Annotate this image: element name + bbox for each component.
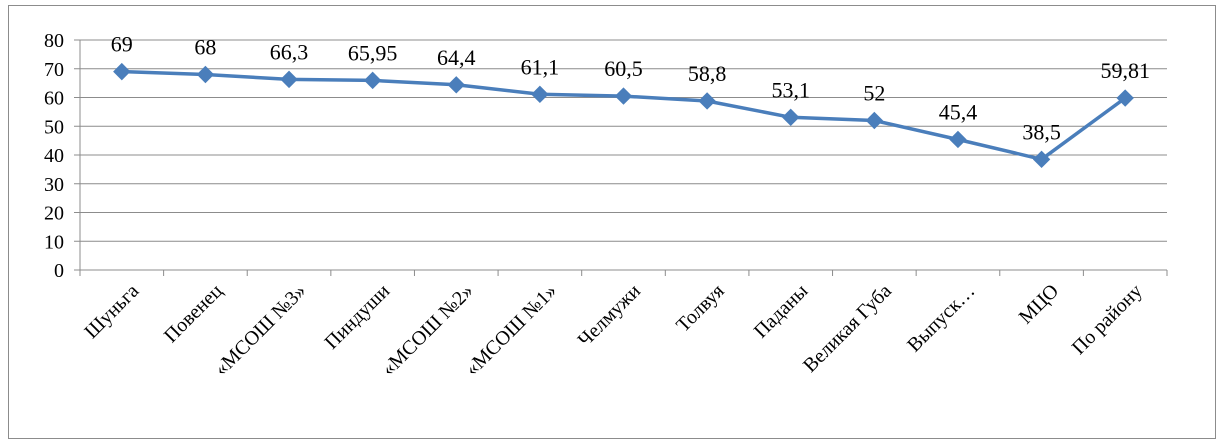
data-point-marker <box>865 111 884 130</box>
data-point-marker <box>1032 150 1051 169</box>
y-tick-label: 80 <box>44 30 64 52</box>
x-category-label: Повенец <box>160 280 227 347</box>
data-label: 66,3 <box>270 39 309 64</box>
x-category-label: Выпуск… <box>903 280 979 356</box>
data-point-marker <box>531 85 549 104</box>
x-category-label: Паданы <box>750 280 813 343</box>
y-tick-label: 10 <box>44 231 64 253</box>
data-point-marker <box>1116 89 1134 107</box>
data-label: 69 <box>111 32 133 57</box>
data-label: 45,4 <box>939 99 978 124</box>
y-tick-label: 60 <box>44 88 64 110</box>
data-label: 68 <box>194 35 216 60</box>
x-category-label: По району <box>1068 280 1147 359</box>
x-category-label: Пиндуши <box>321 280 395 354</box>
y-tick-label: 50 <box>44 116 64 138</box>
x-category-label: МЦО <box>1015 280 1063 328</box>
data-point-marker <box>196 65 215 84</box>
x-axis-categories: Шуньга Повенец«МСОШ №3» Пиндуши«МСОШ №2»«М… <box>80 280 1146 380</box>
data-point-marker <box>698 92 716 110</box>
y-tick-label: 40 <box>44 145 64 167</box>
x-category-label: Толвуя <box>672 280 728 336</box>
data-point-marker <box>614 87 633 105</box>
data-point-marker <box>113 62 131 81</box>
data-point-marker <box>949 130 967 149</box>
data-point-marker <box>280 70 298 89</box>
data-labels: 69 68 66,3 65,95 64,4 61,1 60,5 58,8 53,1 52 45,4 3… <box>111 32 1150 145</box>
data-label: 58,8 <box>688 61 727 86</box>
data-label: 61,1 <box>521 54 560 79</box>
y-axis-ticks: 0 10 20 30 40 50 60 70 80 <box>44 30 64 282</box>
axes <box>74 39 1168 276</box>
data-label: 60,5 <box>604 56 643 81</box>
data-label: 53,1 <box>771 77 810 102</box>
data-point-marker <box>447 76 465 94</box>
data-label: 52 <box>863 81 885 106</box>
x-category-label: Шуньга <box>80 280 143 343</box>
x-category-label: Челмужи <box>574 280 645 351</box>
data-point-marker <box>782 108 800 127</box>
data-label: 38,5 <box>1022 119 1061 144</box>
x-category-label: Великая Губа <box>799 280 896 377</box>
data-label: 64,4 <box>437 45 476 70</box>
data-label: 65,95 <box>348 40 398 65</box>
y-tick-label: 70 <box>44 59 64 81</box>
data-point-marker <box>363 71 382 90</box>
y-tick-label: 20 <box>44 203 64 225</box>
data-points <box>113 62 1134 169</box>
y-tick-label: 30 <box>44 174 64 196</box>
y-tick-label: 0 <box>54 260 64 282</box>
data-label: 59,81 <box>1100 58 1150 83</box>
